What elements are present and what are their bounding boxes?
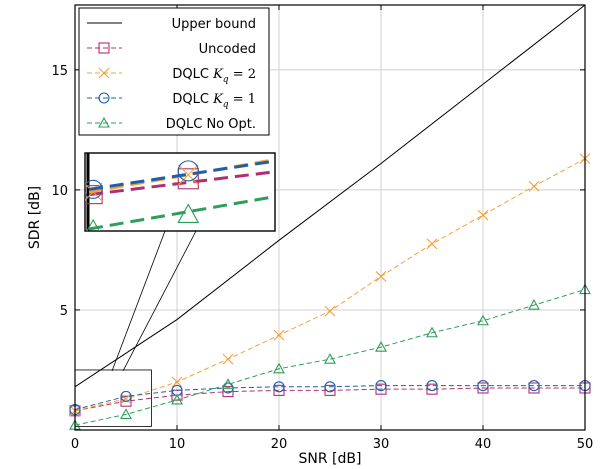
legend-label: DQLC Kq = 2: [172, 67, 256, 85]
data-point: [324, 353, 336, 364]
legend-label: Upper bound: [172, 17, 256, 32]
inset-marker: [177, 164, 199, 186]
data-point: [426, 380, 438, 392]
legend-marker: [98, 116, 110, 128]
x-tick-label: 0: [71, 437, 79, 452]
data-point: [273, 381, 285, 393]
plot-frame: [74, 4, 586, 431]
x-axis-label: SNR [dB]: [299, 451, 362, 467]
legend-marker: [98, 67, 110, 79]
data-point: [171, 393, 183, 405]
data-point: [528, 380, 540, 392]
inset-marker: [86, 218, 100, 231]
data-point: [120, 390, 132, 402]
y-tick-label: 5: [60, 304, 68, 319]
legend-item: DQLC No Opt.: [87, 116, 256, 132]
series-1: [69, 382, 591, 417]
data-point: [375, 341, 387, 352]
inset-marker: [177, 203, 200, 223]
legend-label: Uncoded: [199, 42, 256, 57]
zoom-region-box: [74, 369, 152, 427]
data-point: [426, 326, 438, 338]
data-point: [477, 314, 489, 326]
data-point: [528, 299, 540, 310]
data-point: [222, 386, 234, 398]
legend-marker: [98, 42, 110, 54]
x-tick-label: 50: [577, 437, 594, 452]
data-point: [324, 381, 336, 393]
legend-item: Upper bound: [87, 17, 256, 32]
data-point: [324, 384, 336, 396]
series-line: [74, 4, 586, 388]
plot-series: [69, 4, 591, 430]
x-tick-label: 30: [373, 437, 390, 452]
series-0: [74, 4, 586, 388]
inset-marker: [177, 160, 199, 182]
data-point: [120, 393, 132, 405]
data-point: [375, 380, 387, 392]
series-4: [69, 283, 591, 430]
legend-box: [78, 7, 270, 136]
x-tick-label: 20: [271, 437, 288, 452]
data-point: [273, 329, 285, 341]
data-point: [477, 380, 489, 392]
series-3: [69, 380, 591, 416]
y-tick-label: 10: [51, 184, 68, 199]
x-tick-label: 40: [475, 437, 492, 452]
zoom-inset: [74, 152, 276, 427]
inset-series-line: [88, 195, 272, 231]
legend: Upper bound Uncoded DQLC Kq = 2 DQLC Kq = 1…: [78, 7, 270, 136]
data-point: [222, 378, 234, 389]
data-point: [120, 408, 132, 419]
inset-marker: [85, 185, 103, 205]
inset-content: [85, 153, 272, 231]
series-line: [74, 385, 585, 411]
x-tick-label: 10: [169, 437, 186, 452]
axis-ticks: 0 10 20 30 40 50 5 10 15: [51, 5, 593, 452]
legend-label: DQLC No Opt.: [166, 117, 256, 132]
legend-item: DQLC Kq = 1: [87, 92, 256, 110]
inset-marker: [85, 182, 103, 202]
data-point: [477, 209, 489, 221]
series-line: [74, 387, 585, 412]
legend-marker: [98, 92, 110, 104]
data-point: [324, 305, 336, 317]
y-tick-label: 15: [51, 64, 68, 79]
data-point: [426, 383, 438, 395]
data-point: [171, 376, 183, 388]
data-point: [273, 362, 285, 374]
inset-marker: [177, 168, 199, 190]
legend-item: DQLC Kq = 2: [87, 67, 256, 85]
data-point: [222, 353, 234, 365]
data-point: [528, 180, 540, 192]
zoom-connector: [122, 230, 197, 372]
legend-item: Uncoded: [87, 42, 256, 57]
data-point: [375, 270, 387, 282]
y-axis-label: SDR [dB]: [27, 186, 43, 249]
inset-marker: [85, 179, 103, 199]
data-point: [273, 384, 285, 396]
zoom-connector: [111, 230, 166, 372]
legend-label: DQLC Kq = 1: [172, 92, 256, 110]
data-point: [375, 383, 387, 395]
data-point: [426, 238, 438, 250]
